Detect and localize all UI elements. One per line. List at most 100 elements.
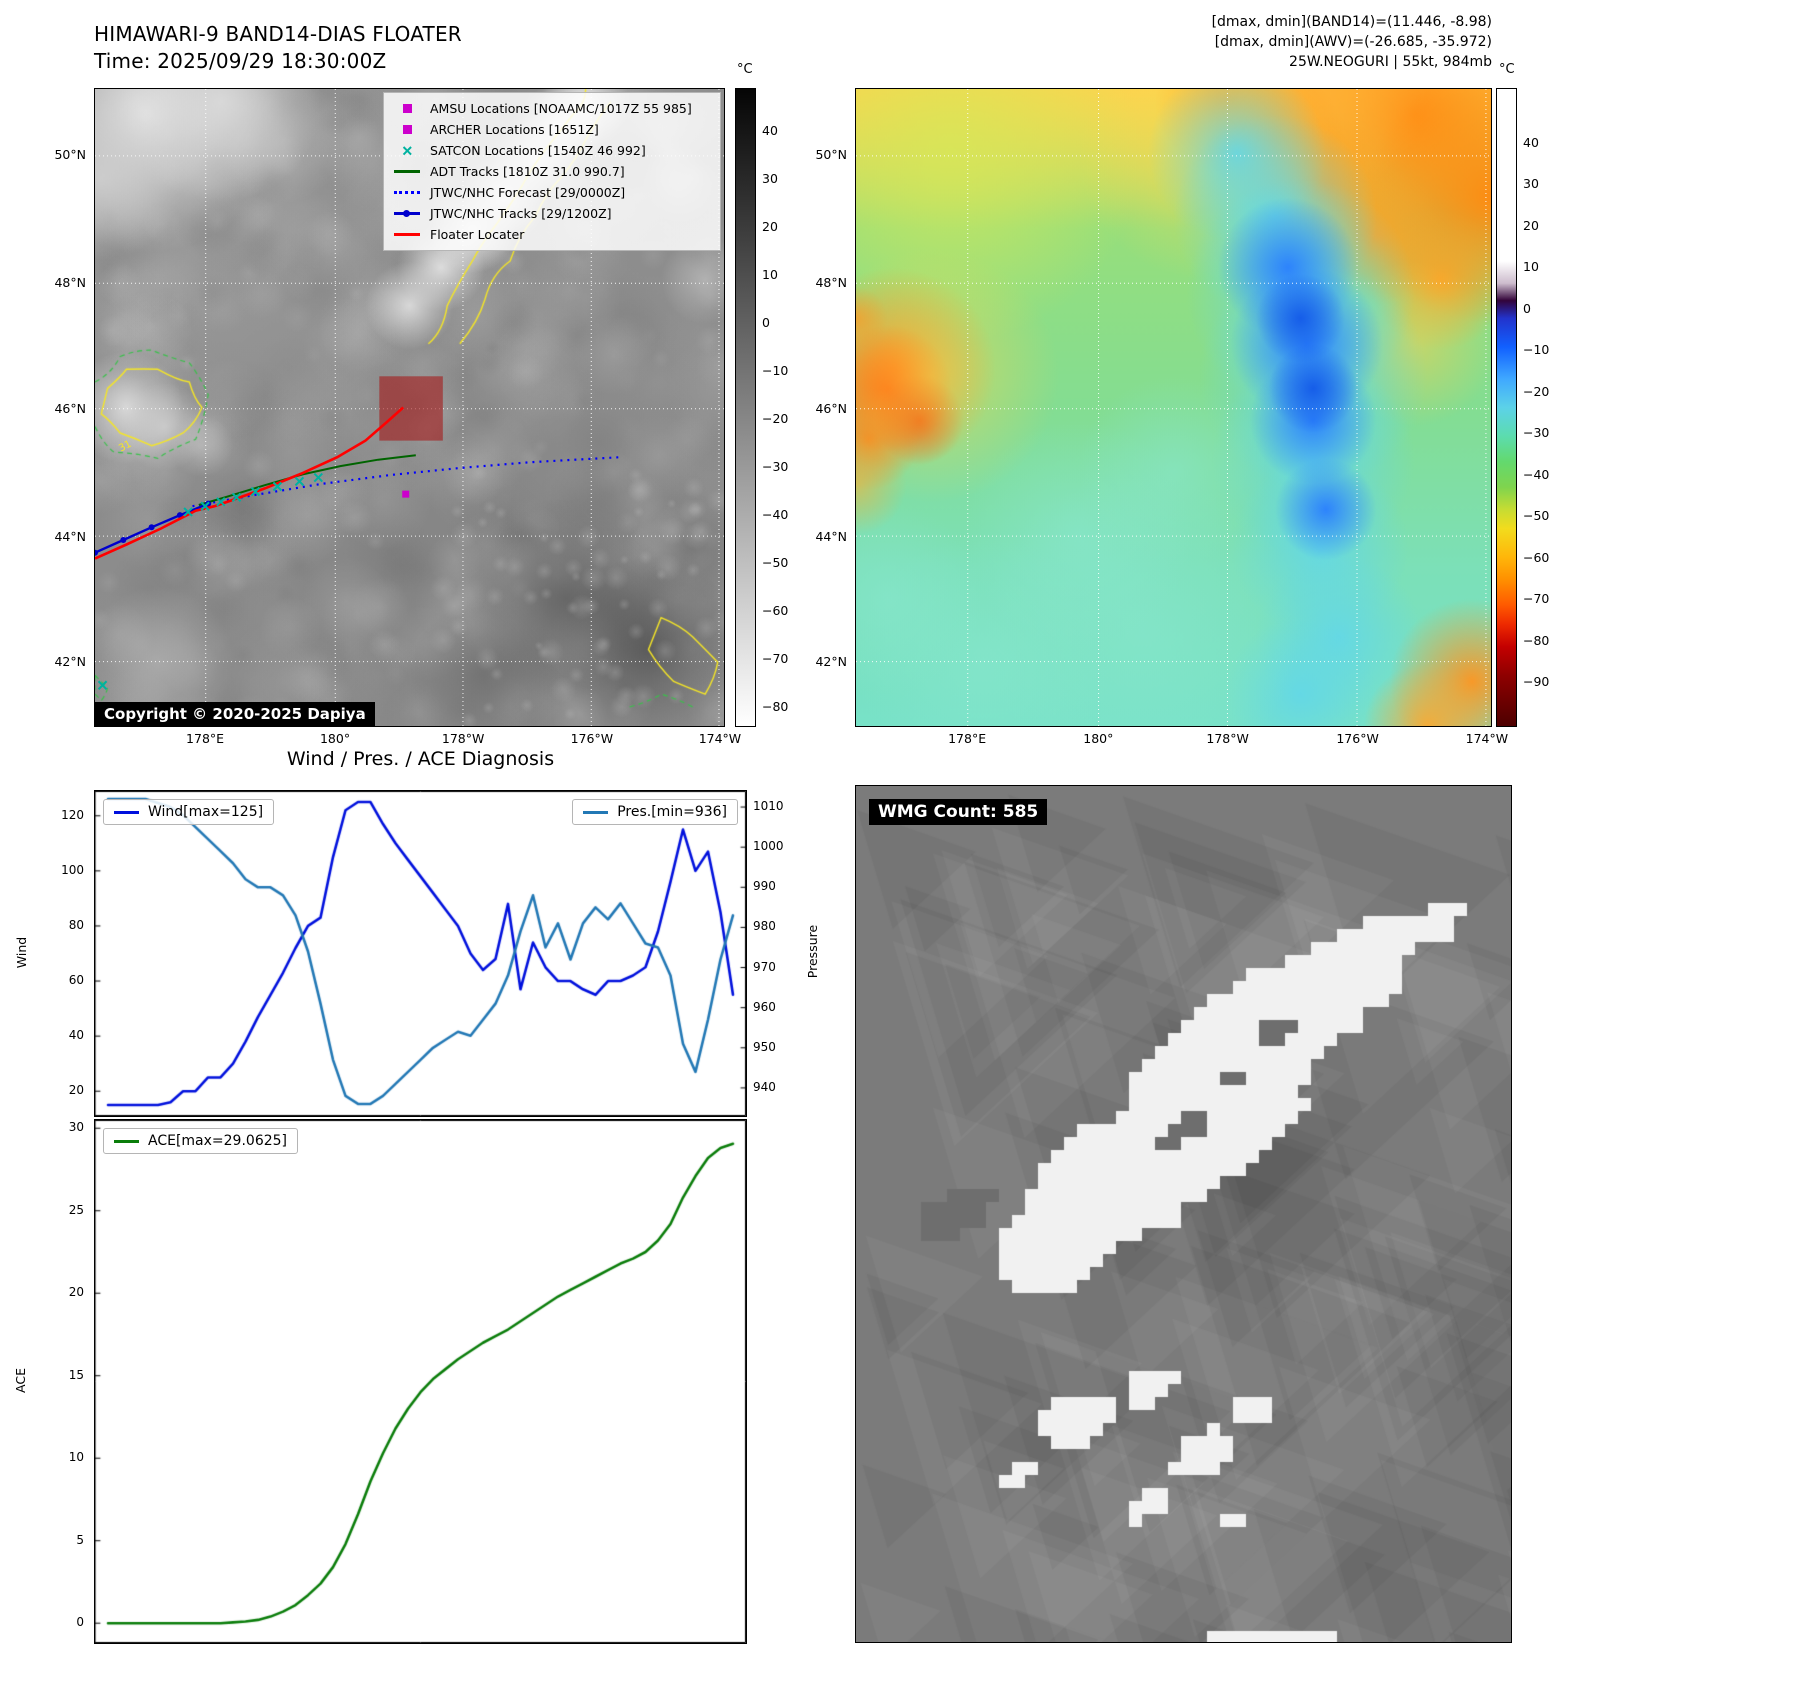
wmg-panel: WMG Count: 585 bbox=[855, 785, 1512, 1643]
wind-axis-label: Wind bbox=[14, 936, 30, 969]
value-tick-label: 80 bbox=[68, 917, 84, 932]
value-tick-label: 60 bbox=[68, 973, 84, 988]
amsu-location-marker bbox=[402, 490, 410, 498]
colorbar-tick-label: −70 bbox=[1523, 591, 1550, 607]
lon-tick-label: 178°W bbox=[1206, 731, 1249, 746]
jtwc-track-point bbox=[148, 524, 155, 531]
diagnosis-title: Wind / Pres. / ACE Diagnosis bbox=[286, 748, 555, 770]
colorbar-tick-label: −60 bbox=[1523, 549, 1550, 565]
value-tick-label: 20 bbox=[68, 1285, 84, 1300]
band14-colorbar-ticks: 40 30 20 10 0 −10 −20 −30 −40 −50 −60 −70 −80 bbox=[760, 88, 806, 727]
wmg-canvas bbox=[856, 786, 1511, 1642]
square-marker-icon bbox=[392, 123, 422, 137]
value-tick-label: 120 bbox=[61, 807, 84, 822]
pressure-legend-label: Pres.[min=936] bbox=[617, 804, 727, 820]
value-tick-label: 1010 bbox=[753, 799, 784, 814]
x-marker-icon: + bbox=[394, 138, 420, 163]
colorbar-tick-label: −90 bbox=[1523, 674, 1550, 690]
wmg-count-badge: WMG Count: 585 bbox=[869, 799, 1048, 825]
colorbar-tick-label: −20 bbox=[762, 411, 789, 427]
legend-row-label: AMSU Locations [NOAAMC/1017Z 55 985] bbox=[430, 101, 692, 116]
colorbar-tick-label: −80 bbox=[762, 699, 789, 715]
pressure-axis-label: Pressure bbox=[805, 924, 821, 979]
colorbar-tick-label: 30 bbox=[1523, 176, 1539, 192]
value-tick-label: 10 bbox=[68, 1450, 84, 1465]
colorbar-tick-label: −70 bbox=[762, 651, 789, 667]
awv-grid-overlay bbox=[856, 89, 1491, 726]
lon-tick-label: 178°E bbox=[948, 731, 987, 746]
colorbar-tick-label: −40 bbox=[762, 507, 789, 523]
ace-plot bbox=[94, 1119, 747, 1644]
colorbar-tick-label: −50 bbox=[1523, 508, 1550, 524]
legend-row: ARCHER Locations [1651Z] bbox=[392, 119, 712, 140]
lat-tick-label: 46°N bbox=[815, 400, 847, 416]
value-tick-label: 15 bbox=[68, 1367, 84, 1382]
value-tick-label: 30 bbox=[68, 1120, 84, 1135]
value-tick-label: 5 bbox=[76, 1532, 84, 1547]
value-tick-label: 0 bbox=[76, 1615, 84, 1630]
wind-legend-label: Wind[max=125] bbox=[148, 804, 264, 820]
line-marker-icon bbox=[392, 228, 422, 242]
lat-tick-label: 42°N bbox=[815, 654, 847, 670]
lon-tick-label: 178°E bbox=[186, 731, 225, 746]
lat-tick-label: 50°N bbox=[54, 147, 86, 163]
awv-header: [dmax, dmin](BAND14)=(11.446, -8.98) [dm… bbox=[1212, 12, 1492, 72]
wind-legend: Wind[max=125] bbox=[103, 799, 275, 825]
colorbar-tick-label: 40 bbox=[762, 123, 778, 139]
ace-legend-label: ACE[max=29.0625] bbox=[148, 1133, 288, 1149]
line-marker-icon bbox=[392, 165, 422, 179]
wind-pressure-plot bbox=[94, 790, 747, 1117]
band14-satellite-map: 31 AMSU Locations [NOAAMC/1017Z 55 985] A… bbox=[94, 88, 725, 727]
band14-colorbar-unit: °C bbox=[737, 62, 753, 77]
jtwc-forecast-line bbox=[192, 456, 621, 508]
colorbar-tick-label: 10 bbox=[762, 267, 778, 283]
legend-row: + SATCON Locations [1540Z 46 992] bbox=[392, 138, 712, 163]
colorbar-tick-label: −40 bbox=[1523, 466, 1550, 482]
pressure-line-swatch bbox=[583, 810, 609, 814]
band14-colorbar bbox=[735, 88, 756, 727]
value-tick-label: 940 bbox=[753, 1079, 776, 1094]
value-tick-label: 960 bbox=[753, 999, 776, 1014]
awv-lon-axis: 178°E 180° 178°W 176°W 174°W bbox=[855, 731, 1508, 751]
colorbar-tick-label: −80 bbox=[1523, 632, 1550, 648]
value-tick-label: 990 bbox=[753, 879, 776, 894]
colorbar-tick-label: −10 bbox=[762, 363, 789, 379]
colorbar-tick-label: −50 bbox=[762, 555, 789, 571]
lat-tick-label: 44°N bbox=[54, 528, 86, 544]
colorbar-tick-label: 20 bbox=[762, 219, 778, 235]
lat-tick-label: 48°N bbox=[54, 274, 86, 290]
awv-colorbar-ticks: 40 30 20 10 0 −10 −20 −30 −40 −50 −60 −70 −80 −90 bbox=[1521, 88, 1567, 727]
legend-row: ADT Tracks [1810Z 31.0 990.7] bbox=[392, 161, 712, 182]
wind-axis-ticks: 20 40 60 80 100 120 bbox=[44, 790, 88, 1117]
legend-row-label: JTWC/NHC Tracks [29/1200Z] bbox=[430, 206, 612, 221]
lat-tick-label: 44°N bbox=[815, 528, 847, 544]
awv-lat-axis: 50°N 48°N 46°N 44°N 42°N bbox=[797, 88, 851, 727]
line-dot-marker-icon bbox=[392, 207, 422, 221]
value-tick-label: 950 bbox=[753, 1039, 776, 1054]
ace-axis-ticks: 0 5 10 15 20 25 30 bbox=[44, 1119, 88, 1644]
ace-canvas bbox=[95, 1120, 746, 1643]
lat-tick-label: 46°N bbox=[54, 400, 86, 416]
legend-row-label: Floater Locater bbox=[430, 227, 525, 242]
jtwc-track-point bbox=[120, 536, 127, 543]
pressure-axis-ticks: 940 950 960 970 980 990 1000 1010 bbox=[753, 790, 797, 1117]
value-tick-label: 970 bbox=[753, 959, 776, 974]
legend-row-label: ARCHER Locations [1651Z] bbox=[430, 122, 599, 137]
legend-row: Floater Locater bbox=[392, 224, 712, 245]
legend-row: JTWC/NHC Tracks [29/1200Z] bbox=[392, 203, 712, 224]
colorbar-tick-label: −10 bbox=[1523, 342, 1550, 358]
pressure-legend: Pres.[min=936] bbox=[572, 799, 738, 825]
legend-row: JTWC/NHC Forecast [29/0000Z] bbox=[392, 182, 712, 203]
lat-tick-label: 50°N bbox=[815, 147, 847, 163]
lon-tick-label: 180° bbox=[319, 731, 351, 746]
ace-axis-label: ACE bbox=[12, 1368, 28, 1393]
awv-map bbox=[855, 88, 1492, 727]
wind-pressure-canvas bbox=[95, 791, 746, 1116]
dmax-dmin-band14: [dmax, dmin](BAND14)=(11.446, -8.98) bbox=[1211, 14, 1492, 30]
legend-row-label: SATCON Locations [1540Z 46 992] bbox=[430, 143, 646, 158]
colorbar-tick-label: 10 bbox=[1523, 259, 1539, 275]
band14-lat-axis: 50°N 48°N 46°N 44°N 42°N bbox=[36, 88, 90, 727]
value-tick-label: 100 bbox=[61, 862, 84, 877]
copyright-banner: Copyright © 2020-2025 Dapiya bbox=[95, 702, 375, 726]
legend-row: AMSU Locations [NOAAMC/1017Z 55 985] bbox=[392, 98, 712, 119]
